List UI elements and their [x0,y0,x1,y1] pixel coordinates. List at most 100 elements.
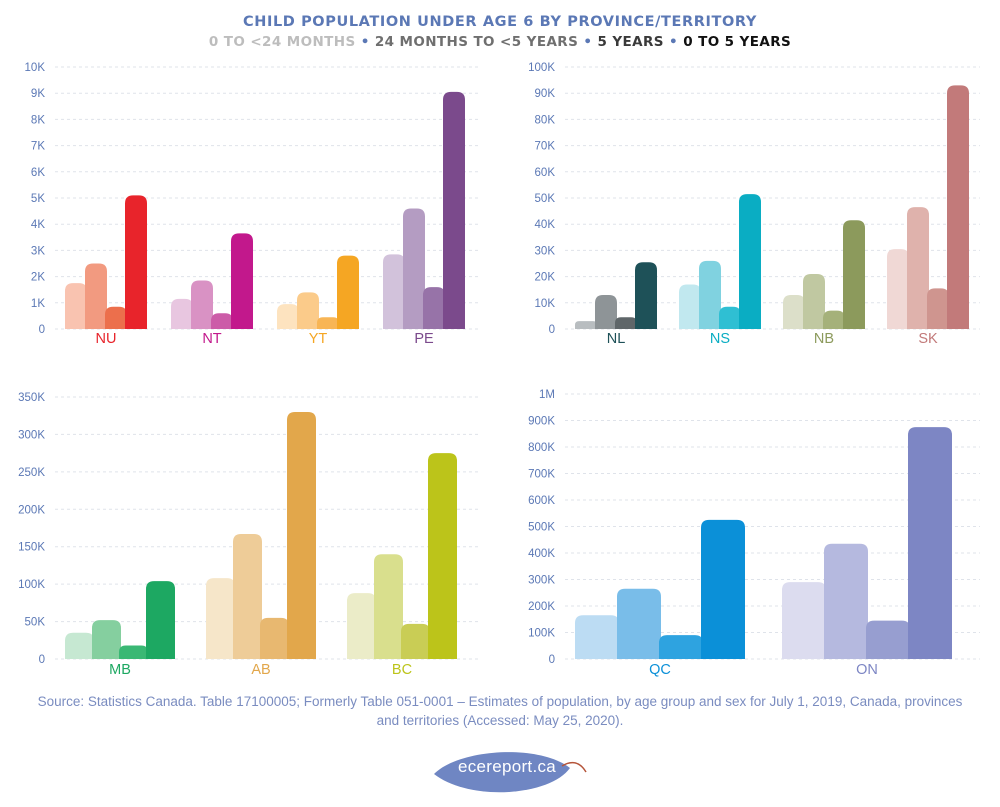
bar-nb-series-2 [823,310,845,329]
y-tick-label: 60K [535,167,556,179]
y-tick-label: 100K [18,579,45,591]
source-note: Source: Statistics Canada. Table 1710000… [20,692,980,730]
bar-nl-series-1 [595,294,617,329]
bar-nb-series-0 [783,294,805,329]
bar-ab-series-1 [233,533,262,659]
y-tick-label: 0 [39,324,45,336]
y-tick-label: 200K [18,504,45,516]
legend-item-0-5-years: 0 TO 5 YEARS [683,34,792,50]
y-tick-label: 7K [31,141,45,153]
bar-yt-series-2 [317,317,339,329]
y-tick-label: 30K [535,245,556,257]
category-label-sk: SK [918,331,938,347]
bar-yt-series-3 [337,255,359,329]
y-tick-label: 9K [31,88,45,100]
bar-mb-series-3 [146,581,175,659]
y-tick-label: 10K [25,62,46,74]
bar-nu-series-3 [125,195,147,329]
y-tick-label: 100K [528,62,555,74]
y-tick-label: 90K [535,88,556,100]
y-tick-label: 0 [549,324,555,336]
bar-on-series-2 [866,620,910,659]
bar-nl-series-2 [615,317,637,329]
bar-nl-series-3 [635,262,657,329]
y-tick-label: 0 [549,654,555,666]
bar-ab-series-3 [287,411,316,659]
y-tick-label: 40K [535,219,556,231]
y-tick-label: 50K [535,193,556,205]
category-label-ab: AB [251,662,270,678]
bar-pe-series-1 [403,208,425,329]
bar-bc-series-3 [428,453,457,659]
y-tick-label: 300K [18,429,45,441]
source-line-1: Source: Statistics Canada. Table 1710000… [37,694,963,709]
bar-nt-series-2 [211,313,233,329]
bar-qc-series-3 [701,519,745,659]
category-label-yt: YT [309,331,328,347]
bar-pe-series-0 [383,254,405,329]
y-tick-label: 600K [528,495,555,507]
y-tick-label: 50K [25,617,46,629]
bar-yt-series-1 [297,292,319,329]
bar-nu-series-1 [85,263,107,329]
bar-pe-series-2 [423,287,445,329]
y-tick-label: 2K [31,272,45,284]
bar-ns-series-1 [699,260,721,329]
bar-on-series-0 [782,582,826,659]
category-label-bc: BC [392,662,412,678]
bar-on-series-1 [824,543,868,659]
y-tick-label: 80K [535,114,556,126]
bar-nb-series-1 [803,273,825,329]
category-label-mb: MB [109,662,131,678]
legend-item-24-months-5-years: 24 MONTHS TO <5 YEARS [374,34,579,50]
y-tick-label: 10K [535,298,556,310]
category-label-pe: PE [414,331,434,347]
legend: 0 TO <24 MONTHS • 24 MONTHS TO <5 YEARS … [0,34,1000,50]
y-tick-label: 700K [528,469,555,481]
bar-nt-series-0 [171,298,193,329]
y-tick-label: 70K [535,141,556,153]
category-label-nl: NL [607,331,626,347]
category-label-on: ON [856,662,878,678]
y-tick-label: 250K [18,467,45,479]
bar-sk-series-2 [927,288,949,329]
source-line-2: and territories (Accessed: May 25, 2020)… [376,713,624,728]
y-tick-label: 350K [18,392,45,404]
chart-title: CHILD POPULATION UNDER AGE 6 BY PROVINCE… [242,14,757,30]
bar-bc-series-2 [401,623,430,659]
ecereport-leaf-logo [434,752,587,793]
y-tick-label: 3K [31,245,45,257]
y-tick-label: 0 [39,654,45,666]
y-tick-label: 900K [528,416,555,428]
bar-pe-series-3 [443,91,465,329]
category-label-nb: NB [814,331,834,347]
bar-ab-series-0 [206,578,235,659]
bar-nu-series-2 [105,306,127,329]
y-tick-label: 1K [31,298,45,310]
bar-sk-series-0 [887,249,909,329]
bar-bc-series-1 [374,554,403,659]
legend-item-0-24-months: 0 TO <24 MONTHS [208,34,356,50]
y-tick-label: 8K [31,114,45,126]
y-tick-label: 150K [18,542,45,554]
y-tick-label: 6K [31,167,45,179]
bar-sk-series-1 [907,207,929,329]
bar-yt-series-0 [277,304,299,329]
category-label-qc: QC [649,662,671,678]
bar-nu-series-0 [65,283,87,329]
bar-qc-series-2 [659,635,703,659]
bar-ns-series-2 [719,306,741,329]
y-tick-label: 200K [528,601,555,613]
category-label-ns: NS [710,331,730,347]
bar-qc-series-0 [575,615,619,659]
bar-sk-series-3 [947,85,969,329]
legend-separator: • [669,34,684,50]
bar-bc-series-0 [347,593,376,659]
category-label-nt: NT [202,331,221,347]
y-tick-label: 4K [31,219,45,231]
y-tick-label: 5K [31,193,45,205]
bar-ns-series-3 [739,194,761,329]
bar-nb-series-3 [843,220,865,329]
y-tick-label: 500K [528,522,555,534]
